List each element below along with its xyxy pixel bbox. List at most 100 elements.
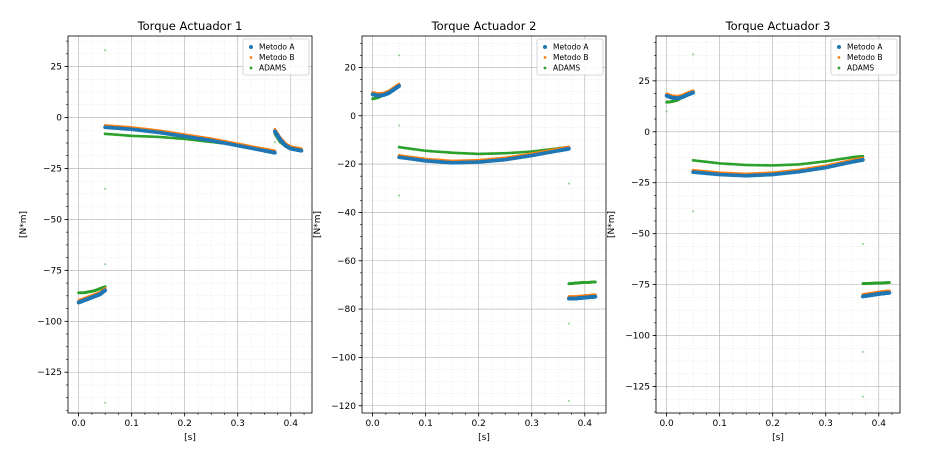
y-tick-label: −50 bbox=[631, 230, 650, 240]
x-axis-label: [s] bbox=[184, 433, 196, 443]
y-axis-label: [N*m] bbox=[19, 211, 29, 238]
outlier-point bbox=[104, 187, 107, 190]
y-tick-label: −75 bbox=[631, 281, 650, 291]
grid bbox=[362, 36, 606, 413]
legend-marker bbox=[837, 66, 841, 70]
legend-label: Metodo B bbox=[259, 53, 295, 62]
legend-label: Metodo A bbox=[553, 43, 589, 52]
x-tick-label: 0.0 bbox=[365, 419, 380, 429]
outlier-point bbox=[861, 395, 864, 398]
y-tick-label: −80 bbox=[337, 305, 356, 315]
legend-box bbox=[242, 38, 310, 76]
data-point bbox=[272, 150, 277, 155]
x-tick-label: 0.4 bbox=[578, 419, 593, 429]
data-point bbox=[566, 146, 571, 151]
plot-area bbox=[370, 54, 598, 403]
legend-label: Metodo A bbox=[847, 43, 883, 52]
axes-frame bbox=[655, 35, 901, 414]
series-metodo-a bbox=[76, 125, 304, 305]
legend-label: ADAMS bbox=[553, 64, 580, 73]
series-metodo-b bbox=[371, 82, 597, 298]
outlier-point bbox=[567, 322, 570, 325]
chart-title: Torque Actuador 2 bbox=[431, 19, 537, 33]
outlier-point bbox=[665, 110, 668, 113]
chart-title: Torque Actuador 1 bbox=[137, 19, 243, 33]
y-tick-label: −50 bbox=[43, 215, 62, 225]
legend-label: Metodo B bbox=[847, 53, 883, 62]
legend-marker bbox=[837, 45, 841, 49]
legend-box bbox=[536, 38, 604, 76]
data-point bbox=[691, 90, 696, 95]
series-metodo-a bbox=[664, 90, 892, 299]
series-metodo-b bbox=[665, 89, 891, 296]
y-tick-label: −25 bbox=[43, 164, 62, 174]
x-tick-label: 0.0 bbox=[659, 419, 674, 429]
y-tick-label: −100 bbox=[331, 353, 356, 363]
series-adams-outliers bbox=[104, 49, 276, 404]
data-point bbox=[887, 290, 892, 295]
y-tick-label: 20 bbox=[345, 63, 357, 73]
outlier-point bbox=[273, 140, 276, 144]
legend-label: ADAMS bbox=[259, 64, 286, 73]
outlier-point bbox=[692, 210, 695, 213]
x-tick-label: 0.2 bbox=[766, 419, 780, 429]
y-tick-label: 0 bbox=[56, 114, 62, 124]
y-axis-label: [N*m] bbox=[607, 211, 617, 238]
x-axis-label: [s] bbox=[478, 433, 490, 443]
outlier-point bbox=[567, 182, 570, 185]
y-axis-label: [N*m] bbox=[313, 211, 323, 238]
chart-panel-actuador-1: 0.0 0.1 0.2 0.3 0.4 25 0 −25 −50 −75 −100 −125 Torqu… bbox=[19, 19, 313, 443]
axes-frame bbox=[67, 35, 313, 414]
outlier-point bbox=[567, 399, 570, 403]
y-tick-label: −100 bbox=[37, 317, 62, 327]
outlier-point bbox=[861, 350, 864, 353]
outlier-point bbox=[398, 194, 401, 197]
x-tick-label: 0.3 bbox=[525, 419, 539, 429]
y-tick-label: −75 bbox=[43, 266, 62, 276]
data-point bbox=[593, 294, 598, 299]
outlier-point bbox=[861, 242, 864, 245]
plot-area bbox=[76, 49, 304, 404]
data-point bbox=[860, 157, 865, 162]
outlier-point bbox=[398, 124, 401, 127]
series-metodo-a bbox=[370, 84, 598, 301]
x-axis-label: [s] bbox=[772, 433, 784, 443]
legend-marker bbox=[249, 56, 253, 59]
data-point bbox=[887, 281, 891, 284]
series-adams-outliers bbox=[665, 53, 864, 398]
y-tick-label: −125 bbox=[37, 368, 62, 378]
data-point bbox=[397, 84, 402, 88]
legend-marker bbox=[249, 45, 253, 49]
plot-area bbox=[664, 53, 892, 398]
x-tick-label: 0.1 bbox=[712, 419, 726, 429]
data-point bbox=[593, 280, 597, 284]
series-adams bbox=[371, 84, 597, 286]
y-tick-label: −100 bbox=[625, 332, 650, 342]
legend-marker bbox=[543, 66, 547, 70]
x-tick-label: 0.3 bbox=[819, 419, 833, 429]
x-tick-label: 0.2 bbox=[178, 419, 192, 429]
x-tick-label: 0.2 bbox=[472, 419, 486, 429]
legend-marker bbox=[543, 45, 547, 49]
x-tick-label: 0.0 bbox=[71, 419, 86, 429]
x-tick-label: 0.4 bbox=[284, 419, 299, 429]
outlier-point bbox=[692, 53, 695, 56]
y-tick-label: 25 bbox=[51, 63, 62, 73]
legend-label: Metodo B bbox=[553, 53, 589, 62]
grid bbox=[656, 36, 900, 413]
y-tick-label: 0 bbox=[350, 112, 356, 122]
y-tick-label: −40 bbox=[337, 208, 356, 218]
x-tick-label: 0.4 bbox=[872, 419, 887, 429]
y-tick-label: −120 bbox=[331, 402, 356, 412]
data-point bbox=[299, 148, 304, 153]
series-adams-outliers bbox=[398, 54, 570, 403]
chart-panel-actuador-2: 0.0 0.1 0.2 0.3 0.4 20 0 −20 −40 −60 −80 −100 −120 To… bbox=[313, 19, 607, 443]
outlier-point bbox=[104, 401, 107, 404]
legend-box bbox=[830, 38, 898, 76]
legend-marker bbox=[543, 56, 547, 59]
legend-label: ADAMS bbox=[847, 64, 874, 73]
